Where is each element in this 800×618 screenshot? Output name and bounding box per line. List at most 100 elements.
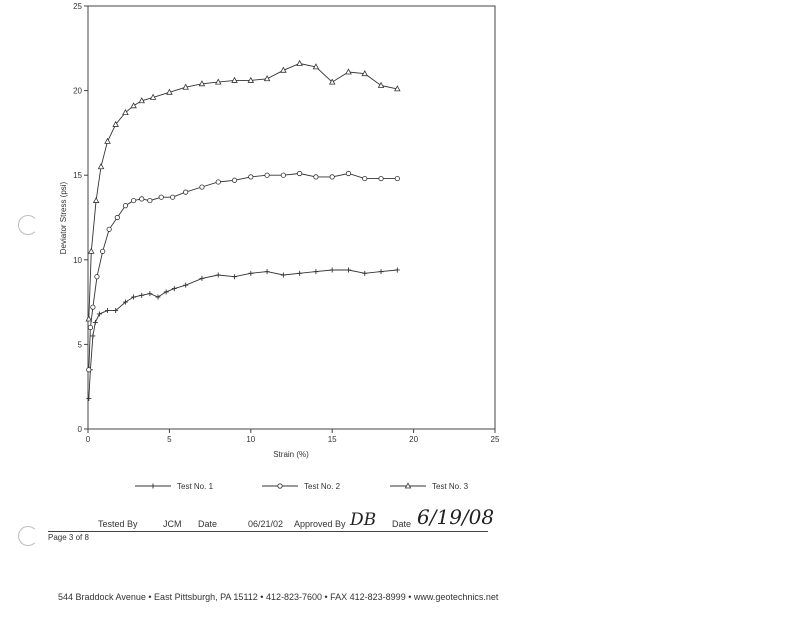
series-1-point [155,294,161,300]
series-2-point [100,248,106,254]
series-3-point [214,78,222,85]
series-2-point [86,367,92,373]
legend-entry-1: Test No. 1 [135,482,214,491]
series-3-point [247,76,255,83]
series-3-point [138,97,145,104]
series-2-point [378,175,384,182]
legend-label: Test No. 1 [177,482,214,491]
series-1-point [90,333,96,339]
series-2-point [362,175,368,182]
y-tick-label: 5 [78,340,83,349]
page-label: Page 3 of 8 [48,533,89,542]
series-3-point [166,88,173,95]
legend-marker [150,483,156,489]
y-tick-label: 15 [73,171,82,180]
series-1-point [163,289,169,295]
legend-entry-3: Test No. 3 [390,482,469,491]
series-3-point [112,120,119,127]
series-2-point [264,172,270,178]
x-tick-label: 0 [86,435,91,444]
series-3 [85,59,401,322]
series-2-point [329,174,335,180]
series-3-point [130,102,137,109]
series-2-point [170,194,176,200]
series-1-point [96,311,102,317]
series-2-point [345,170,352,177]
series-1 [86,267,400,402]
approved-by-signature: DB [350,510,377,530]
legend: Test No. 1 Test No. 2 Test No. 3 [135,482,469,491]
footer-rule [48,531,488,532]
plot-frame [87,5,496,430]
date2-label: Date [392,519,412,529]
series-1-point [183,282,189,288]
series-1-point [105,308,111,314]
series-3-point [296,59,303,66]
series-1-line [88,269,398,399]
series-2-point [313,174,319,180]
series-2-point [130,197,137,204]
series-2-point [280,172,286,178]
series-1-point [394,267,400,273]
series-1-point [199,275,205,281]
series-1-point [280,272,286,278]
legend-marker [277,483,283,489]
series-3-point [92,196,100,203]
date-value: 06/21/02 [248,519,284,529]
series-3-point [85,315,93,322]
series-1-point [131,294,137,300]
series-2-point [394,175,400,182]
series-1-point [215,272,221,278]
legend-entry-2: Test No. 2 [262,482,341,491]
series-2-point [87,324,94,331]
series-3-line [88,63,398,320]
series-1-point [297,270,303,276]
series-2-point [122,203,129,209]
series-1-point [378,269,384,275]
company-address: 544 Braddock Avenue • East Pittsburgh, P… [58,592,499,602]
series-3-point [104,137,111,144]
series-1-point [329,267,335,273]
series-2-point [139,196,145,202]
y-tick-label: 25 [73,2,82,11]
series-2-point [94,274,100,280]
series-1-point [86,396,92,402]
series-1-point [92,319,98,325]
y-tick-label: 10 [73,256,82,265]
series-3-point [312,63,320,70]
series-2 [86,170,400,373]
x-tick-label: 10 [246,435,255,444]
series-3-point [361,70,369,77]
series-3-point [87,247,95,254]
series-2-point [183,189,189,195]
series-1-point [362,270,368,276]
series-3-point [377,81,385,88]
series-3-point [280,66,287,73]
series-1-point [113,308,119,314]
series-3-point [149,93,157,100]
series-3-point [394,85,401,92]
series-1-point [313,269,319,275]
series-3-point [198,80,206,87]
y-tick-label: 0 [78,425,83,434]
series-1-point [139,292,145,298]
date-label: Date [198,519,218,529]
y-tick-label: 20 [73,87,82,96]
legend-marker [404,482,412,489]
series-1-point [345,267,351,273]
series-3-point [328,78,336,85]
axes: 0 5 10 15 20 25 0 5 10 15 20 25 [73,2,500,444]
series-2-point [199,184,205,190]
legend-label: Test No. 3 [432,482,469,491]
series-3-point [182,83,189,90]
x-tick-label: 20 [409,435,418,444]
series-layer [85,59,401,402]
x-axis-label: Strain (%) [273,450,309,459]
x-tick-label: 25 [491,435,500,444]
series-2-point [114,214,120,221]
series-3-point [263,75,271,82]
series-1-point [248,270,254,276]
series-2-line [88,173,398,370]
legend-label: Test No. 2 [304,482,341,491]
